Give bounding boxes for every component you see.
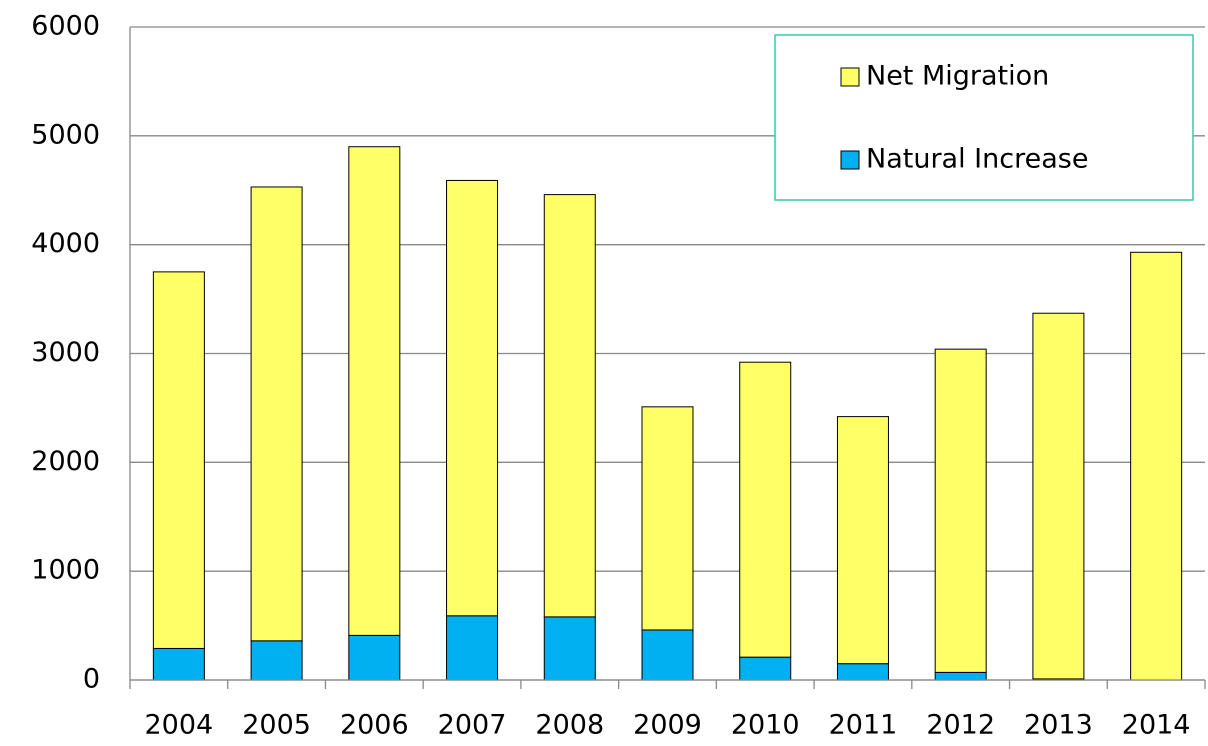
bar-segment (543, 194, 596, 618)
bar-segment (739, 656, 792, 681)
legend-label: Net Migration (866, 61, 1049, 92)
bar-segment (934, 348, 987, 673)
x-tick-label: 2010 (731, 710, 800, 741)
y-tick-label: 3000 (31, 337, 100, 368)
legend-label: Natural Increase (866, 144, 1088, 175)
bar-segment (739, 361, 792, 658)
legend-swatch (840, 150, 860, 170)
x-tick-label: 2008 (535, 710, 604, 741)
bar-segment (1130, 251, 1183, 681)
bar-segment (446, 615, 499, 681)
x-tick-label: 2013 (1024, 710, 1093, 741)
x-tick-label: 2006 (340, 710, 409, 741)
bar-segment (934, 671, 987, 681)
x-tick-label: 2004 (145, 710, 214, 741)
x-tick-label: 2014 (1122, 710, 1191, 741)
y-tick-label: 4000 (31, 228, 100, 259)
x-tick-label: 2012 (926, 710, 995, 741)
bar-segment (446, 179, 499, 617)
y-tick-label: 0 (83, 664, 100, 695)
y-tick-label: 1000 (31, 555, 100, 586)
bar-segment (543, 616, 596, 681)
x-tick-label: 2005 (242, 710, 311, 741)
y-tick-label: 6000 (31, 11, 100, 42)
x-tick-label: 2007 (438, 710, 507, 741)
bar-segment (152, 271, 205, 649)
bar-segment (836, 663, 889, 681)
bar-segment (836, 416, 889, 665)
legend-box (774, 34, 1194, 201)
bar-segment (348, 634, 401, 681)
x-tick-label: 2009 (633, 710, 702, 741)
bar-segment (348, 146, 401, 636)
bar-segment (250, 186, 303, 642)
y-tick-label: 2000 (31, 446, 100, 477)
bar-segment (1032, 312, 1085, 680)
bar-segment (641, 629, 694, 681)
bar-segment (250, 640, 303, 681)
y-tick-label: 5000 (31, 119, 100, 150)
x-tick-label: 2011 (829, 710, 898, 741)
legend-swatch (840, 67, 860, 87)
bar-segment (152, 647, 205, 681)
bar-segment (641, 406, 694, 631)
